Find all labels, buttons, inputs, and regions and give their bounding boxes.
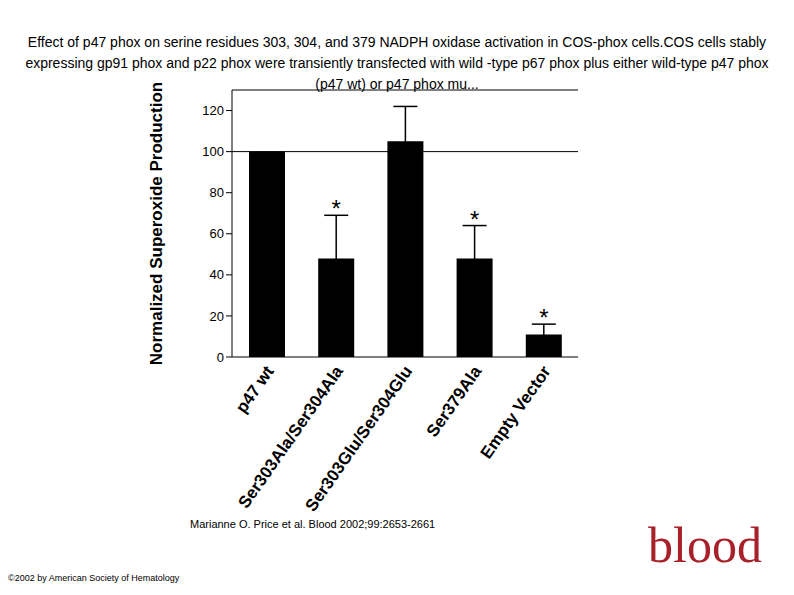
svg-text:*: * bbox=[332, 195, 341, 222]
svg-text:Normalized Superoxide Producti: Normalized Superoxide Production bbox=[147, 82, 166, 365]
svg-text:Empty Vector: Empty Vector bbox=[477, 362, 555, 462]
svg-text:80: 80 bbox=[210, 185, 224, 200]
svg-text:*: * bbox=[470, 206, 479, 233]
svg-text:60: 60 bbox=[210, 226, 224, 241]
html-text:©2002 by American Society of H: ©2002 by American Society of Hematology bbox=[8, 573, 180, 583]
svg-text:20: 20 bbox=[210, 309, 224, 324]
html-text:blood: blood bbox=[648, 517, 762, 573]
svg-text:120: 120 bbox=[202, 103, 224, 118]
svg-text:Ser303Ala/Ser304Ala: Ser303Ala/Ser304Ala bbox=[234, 362, 348, 512]
svg-text:0: 0 bbox=[217, 350, 224, 365]
html-text:Effect of p47 phox on serine r: Effect of p47 phox on serine residues 30… bbox=[25, 34, 769, 92]
svg-text:Ser379Ala: Ser379Ala bbox=[423, 362, 486, 441]
svg-text:100: 100 bbox=[202, 144, 224, 159]
svg-text:Ser303Glu/Ser304Glu: Ser303Glu/Ser304Glu bbox=[302, 362, 417, 515]
svg-text:40: 40 bbox=[210, 267, 224, 282]
svg-text:*: * bbox=[539, 304, 548, 331]
html-text:Marianne O. Price et al. Blood: Marianne O. Price et al. Blood 2002;99:2… bbox=[190, 518, 436, 530]
svg-text:p47 wt: p47 wt bbox=[232, 362, 278, 417]
